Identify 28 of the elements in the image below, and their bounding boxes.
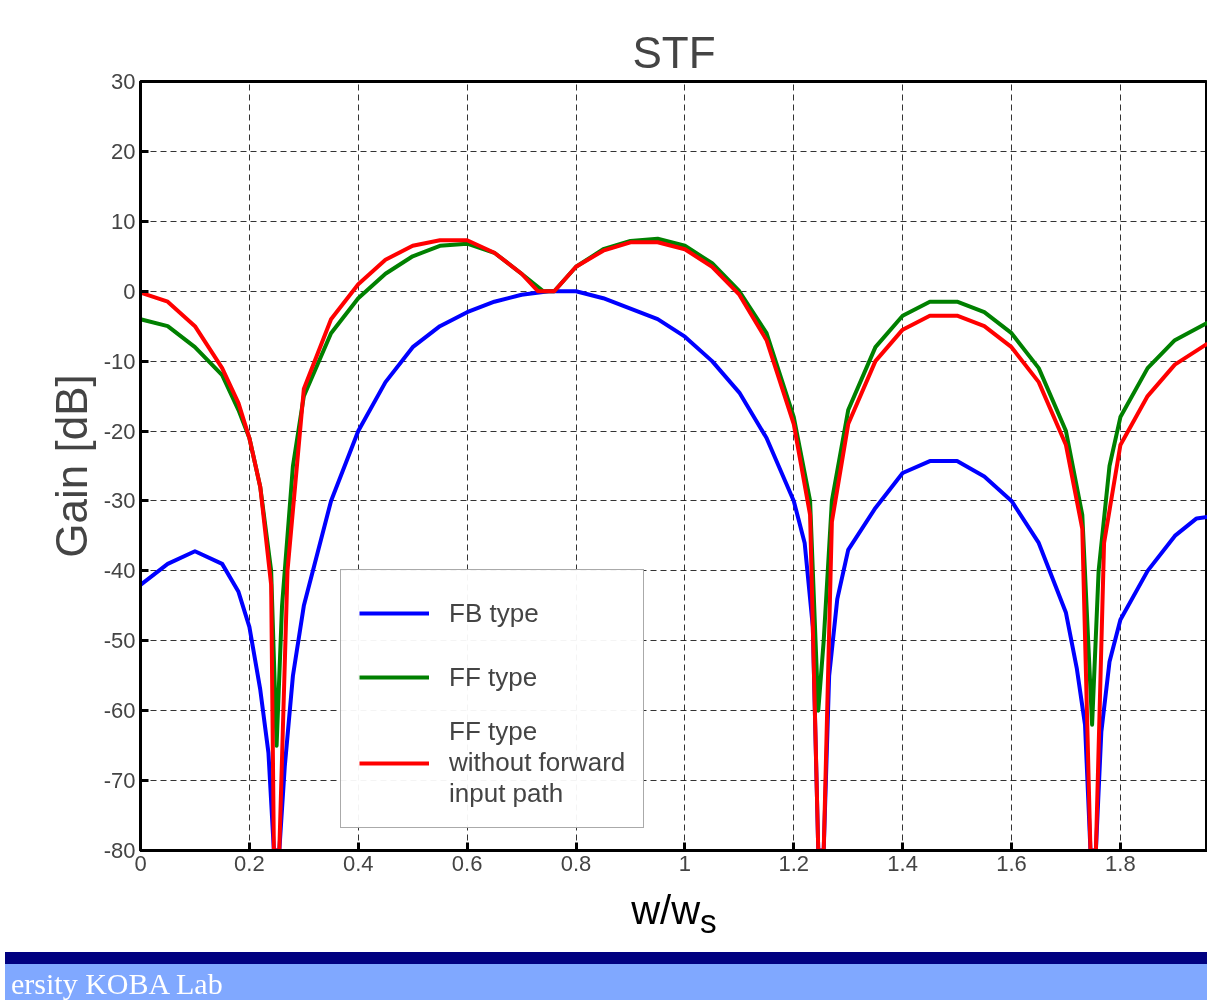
- legend-label: FB type: [449, 596, 539, 630]
- y-tick-label: -60: [103, 698, 136, 724]
- x-tick-label: 1: [678, 850, 692, 876]
- chart-title: STF: [632, 27, 716, 77]
- x-tick-label: 1.8: [1105, 850, 1136, 876]
- y-tick-label: -30: [103, 488, 136, 514]
- y-tick-label: -50: [103, 628, 136, 654]
- text: ersity KOBA Lab: [11, 967, 223, 1000]
- x-tick-label: 0.2: [234, 850, 265, 876]
- y-tick-label: 30: [111, 69, 136, 94]
- y-tick-label: -20: [103, 418, 136, 444]
- x-tick-label: 1.4: [887, 850, 918, 876]
- y-tick-label: 0: [123, 278, 136, 304]
- x-tick-label: 0.8: [560, 850, 592, 876]
- y-tick-label: 20: [111, 138, 136, 164]
- x-axis-title: w/w$_{s}$: [631, 888, 717, 942]
- legend-label: FF type without forward input path: [449, 716, 626, 809]
- x-tick-label: 1.6: [996, 850, 1027, 876]
- y-tick-label: -10: [103, 348, 136, 374]
- y-tick-label: 10: [111, 208, 136, 234]
- y-axis-title: Gain [dB]: [46, 374, 96, 558]
- legend-label: FF type: [449, 660, 538, 694]
- y-tick-label: -40: [103, 558, 136, 584]
- y-tick-label: -70: [103, 768, 136, 794]
- x-tick-label: 1.2: [778, 850, 810, 876]
- x-tick-label: 0.4: [342, 850, 374, 876]
- x-tick-label: 0.6: [451, 850, 483, 876]
- y-tick-label: -80: [103, 838, 136, 863]
